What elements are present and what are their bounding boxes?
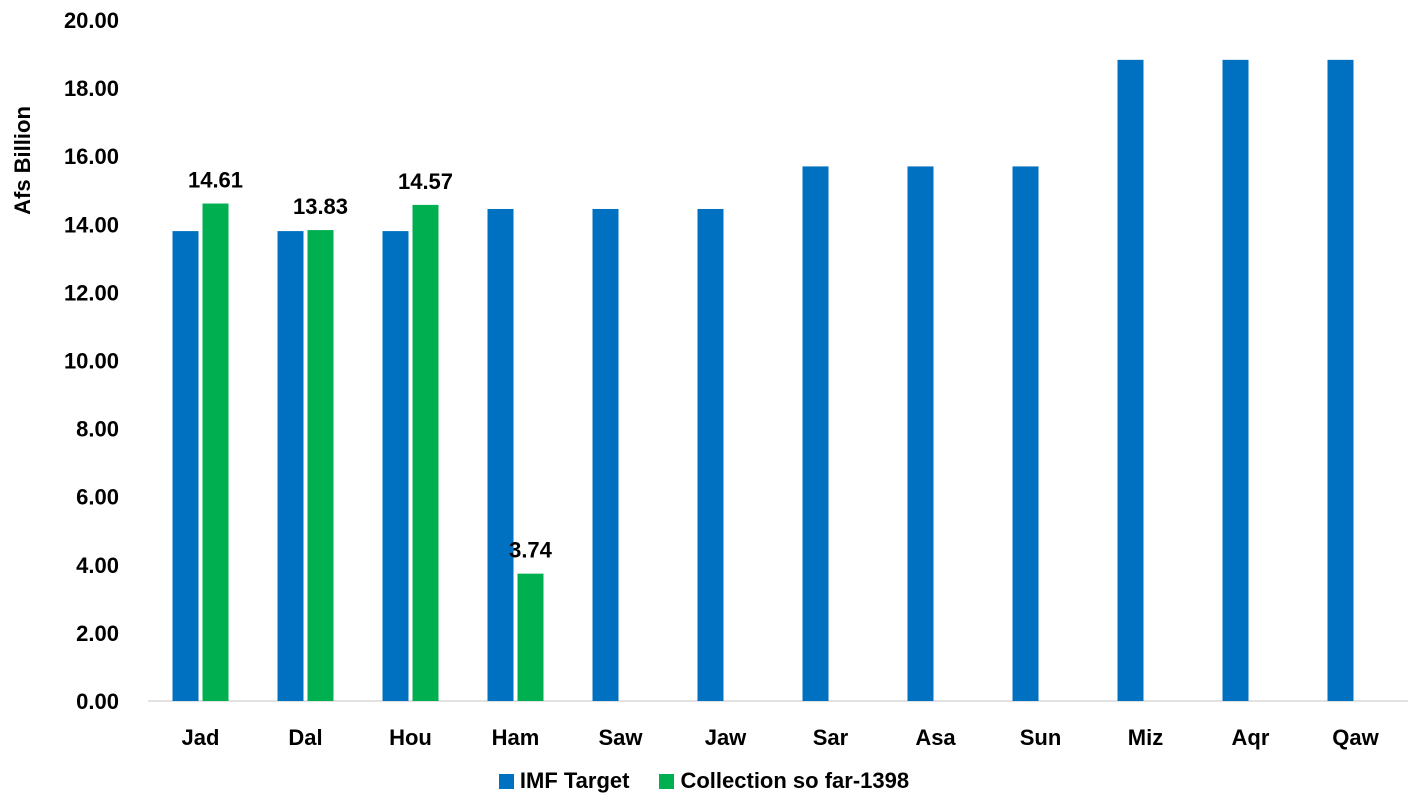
data-label-jad: 14.61 — [188, 168, 243, 193]
bar-imf-target-jad — [172, 231, 199, 702]
legend-label-imf-target: IMF Target — [519, 768, 630, 793]
bar-imf-target-dal — [277, 231, 304, 702]
y-axis-ticks: 0.00 2.00 4.00 6.00 8.00 10.00 12.00 14.00 16.00… — [64, 8, 119, 714]
bar-collection-dal — [307, 230, 334, 701]
data-label-ham: 3.74 — [509, 538, 553, 563]
bar-imf-target-hou — [382, 231, 409, 702]
legend-item-collection: Collection so far-1398 — [659, 768, 909, 794]
legend-swatch-collection — [659, 773, 675, 789]
y-tick-label: 18.00 — [64, 76, 119, 101]
x-tick-label-saw: Saw — [598, 725, 643, 750]
bar-imf-target-sar — [802, 166, 829, 702]
y-tick-label: 0.00 — [76, 689, 119, 714]
bar-imf-target-saw — [592, 208, 619, 702]
legend-swatch-imf-target — [498, 773, 514, 789]
legend-label-collection: Collection so far-1398 — [680, 768, 910, 793]
y-tick-label: 2.00 — [76, 621, 119, 646]
bar-imf-target-jaw — [697, 208, 724, 702]
y-tick-label: 6.00 — [76, 485, 119, 510]
legend: IMF Target Collection so far-1398 — [0, 768, 1408, 794]
x-tick-label-qaw: Qaw — [1332, 725, 1379, 750]
bar-collection-jad — [202, 203, 229, 702]
bar-imf-target-asa — [907, 166, 934, 702]
y-tick-label: 10.00 — [64, 349, 119, 374]
data-labels: 14.61 13.83 14.57 3.74 — [188, 168, 553, 563]
bar-imf-target-miz — [1117, 59, 1144, 701]
x-tick-label-dal: Dal — [288, 725, 322, 750]
y-tick-label: 8.00 — [76, 417, 119, 442]
legend-item-imf-target: IMF Target — [498, 768, 630, 794]
x-tick-label-jad: Jad — [182, 725, 220, 750]
bar-imf-target-aqr — [1222, 59, 1249, 701]
y-tick-label: 12.00 — [64, 280, 119, 305]
bar-collection-ham — [517, 573, 544, 701]
data-label-hou: 14.57 — [398, 169, 453, 194]
y-axis-title-group: Afs Billion — [10, 106, 35, 215]
y-tick-label: 14.00 — [64, 212, 119, 237]
bar-imf-target-qaw — [1327, 59, 1354, 701]
bar-imf-target-ham — [487, 208, 514, 702]
x-tick-label-sun: Sun — [1020, 725, 1062, 750]
y-tick-label: 20.00 — [64, 8, 119, 33]
x-tick-label-aqr: Aqr — [1232, 725, 1270, 750]
bars — [172, 59, 1354, 702]
x-axis-ticks: Jad Dal Hou Ham Saw Jaw Sar Asa Sun Miz Aqr Qaw — [182, 725, 1380, 750]
x-tick-label-hou: Hou — [389, 725, 432, 750]
y-tick-label: 16.00 — [64, 144, 119, 169]
x-tick-label-sar: Sar — [813, 725, 849, 750]
x-tick-label-jaw: Jaw — [705, 725, 747, 750]
x-tick-label-ham: Ham — [492, 725, 540, 750]
bar-collection-hou — [412, 204, 439, 702]
y-tick-label: 4.00 — [76, 553, 119, 578]
data-label-dal: 13.83 — [293, 194, 348, 219]
bar-imf-target-sun — [1012, 166, 1039, 702]
y-axis-title: Afs Billion — [10, 106, 35, 215]
x-tick-label-miz: Miz — [1128, 725, 1163, 750]
x-tick-label-asa: Asa — [915, 725, 956, 750]
